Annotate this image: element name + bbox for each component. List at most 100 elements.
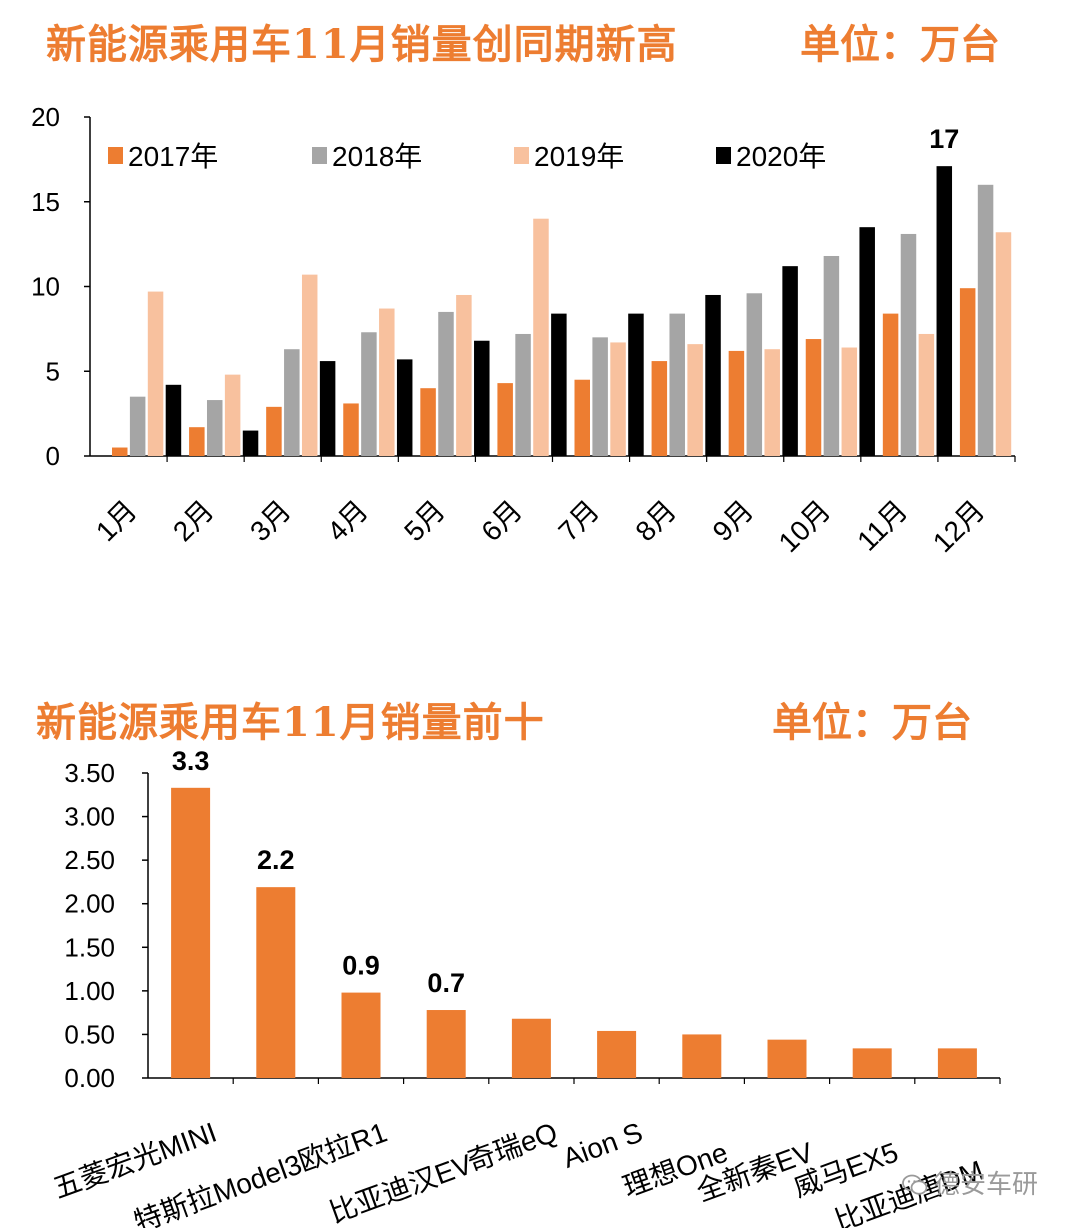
chart1-bar-2018年-5月: [438, 311, 454, 456]
chart1-bar-2019年-11月: [918, 333, 935, 456]
chart1-bar-2018年-8月: [669, 313, 685, 456]
chart1-bar-2017年-2月: [189, 427, 205, 456]
chart1-x-tick-label: 9月: [707, 494, 760, 547]
chart2-bar-欧拉R1: [341, 992, 381, 1078]
chart2-bar-比亚迪唐DM: [937, 1048, 977, 1078]
chart1-bar-2019年-2月: [224, 374, 241, 456]
chart1-bar-2020年-5月: [474, 340, 490, 456]
chart1-bar-2017年-8月: [651, 361, 668, 456]
chart2-bar-奇瑞eQ: [511, 1018, 551, 1078]
chart1-y-tick-label: 20: [31, 102, 60, 132]
chart1-y-tick-label: 5: [46, 356, 60, 386]
chart1-data-label: 17: [929, 124, 959, 154]
chart1-x-tick-label: 1月: [90, 494, 143, 547]
chart2-bar-比亚迪汉EV: [426, 1010, 466, 1078]
chart2-data-label: 3.3: [172, 746, 210, 776]
chart1-legend-swatch: [716, 147, 731, 164]
chart2-bar-特斯拉Model3: [256, 887, 296, 1078]
chart1-bar-2018年-12月: [977, 184, 994, 457]
chart1-bar-2020年-7月: [628, 313, 644, 456]
chart1-bar-2019年-6月: [533, 218, 549, 456]
watermark: 德安车研: [902, 1164, 1038, 1201]
chart2-y-tick-label: 3.00: [64, 802, 115, 832]
chart1-bar-2020年-8月: [705, 294, 721, 456]
chart1-legend-label: 2019年: [534, 141, 624, 172]
chart1-bar-2020年-10月: [859, 227, 875, 456]
chart2-bar-五菱宏光MINI: [171, 787, 211, 1078]
chart1-x-tick-label: 6月: [475, 494, 528, 547]
chart2-y-tick-label: 2.50: [64, 845, 115, 875]
chart2-plot: 0.000.501.001.502.002.503.003.50 3.3五菱宏光M…: [49, 746, 1001, 1228]
chart1-x-tick-label: 10月: [773, 494, 837, 558]
chart1-legend-label: 2018年: [332, 141, 422, 172]
chart1-bar-2020年-4月: [396, 359, 413, 456]
chart2-bar-全新秦EV: [767, 1039, 807, 1078]
chart1-bar-2017年-4月: [343, 403, 359, 456]
chart1-bar-2019年-7月: [610, 342, 626, 456]
chart2-y-tick-label: 0.00: [64, 1063, 115, 1093]
chart1-bar-2018年-9月: [746, 293, 763, 456]
chart1-bar-2018年-7月: [592, 337, 608, 456]
chart1-bar-2020年-1月: [165, 384, 182, 456]
chart2-bar-理想One: [682, 1034, 722, 1078]
chart1-plot: 0 5 10 15 20 1月 2月 3月 4月 5月 6月 7月 8月 9月 10月 11月 12月 17 201…: [31, 102, 1016, 558]
chart1-x-tick-label: 5月: [398, 494, 451, 547]
chart2-y-tick-label: 1.00: [64, 976, 115, 1006]
chart2-y-tick-label: 1.50: [64, 932, 115, 962]
chart1-bar-2017年-7月: [574, 379, 590, 456]
chart2-y-tick-label: 2.00: [64, 889, 115, 919]
chart1-x-tick-label: 11月: [851, 494, 913, 556]
chart1-x-tick-label: 12月: [927, 494, 991, 558]
chart1-bar-2019年-1月: [147, 291, 164, 456]
chart1-unit: 单位：万台: [800, 21, 1000, 68]
chart1-bar-2020年-6月: [551, 313, 567, 456]
chart1-bar-2019年-4月: [379, 308, 395, 456]
chart1-bar-2020年-11月: [936, 166, 953, 456]
chart1-bar-2020年-9月: [782, 266, 798, 456]
chart1-bar-2019年-10月: [841, 347, 858, 456]
chart1-bar-2017年-1月: [112, 447, 128, 456]
chart1-x-tick-label: 2月: [167, 494, 220, 547]
chart2-y-tick-label: 0.50: [64, 1019, 115, 1049]
chart2-data-label: 0.9: [342, 951, 380, 981]
chart1-y-tick-label: 0: [46, 441, 60, 471]
chart1-bar-2017年-5月: [420, 388, 436, 456]
chart1-bar-2017年-10月: [805, 339, 822, 456]
chart1-title: 新能源乘用车11月销量创同期新高: [46, 21, 678, 68]
chart1-bar-2017年-11月: [882, 313, 899, 456]
chart1-bar-2018年-2月: [206, 400, 223, 456]
chart1-bar-2017年-12月: [959, 288, 976, 456]
chart2-y-tick-label: 3.50: [64, 758, 115, 788]
chart1-legend-label: 2020年: [736, 141, 826, 172]
chart2-data-label: 2.2: [257, 845, 295, 875]
chart1-bar-2017年-9月: [728, 350, 745, 456]
chart1-bar-2018年-1月: [129, 396, 146, 456]
chart1-x-tick-label: 7月: [552, 494, 605, 547]
chart1-bar-2018年-10月: [823, 255, 840, 456]
chart1-x-tick-label: 8月: [629, 494, 682, 547]
chart1-bar-2020年-3月: [319, 361, 336, 456]
chart1-bar-2018年-3月: [284, 349, 300, 456]
chart2-unit: 单位：万台: [772, 699, 972, 746]
chart1-legend-label: 2017年: [128, 141, 218, 172]
chart1-bar-2018年-11月: [900, 233, 917, 456]
chart1-bar-2017年-6月: [497, 383, 513, 456]
chart1-bar-2019年-5月: [456, 294, 472, 456]
chart1-bar-2018年-4月: [361, 332, 377, 456]
chart1-y-tick-label: 15: [31, 187, 60, 217]
chart2-bar-Aion S: [597, 1030, 637, 1078]
chart1-bar-2020年-2月: [242, 430, 259, 456]
wechat-icon: [902, 1174, 928, 1195]
chart1-y-tick-label: 10: [31, 272, 60, 302]
chart2-bar-威马EX5: [852, 1048, 892, 1078]
watermark-text: 德安车研: [934, 1170, 1039, 1200]
chart1-bar-2019年-3月: [301, 274, 318, 456]
chart1-bar-2017年-3月: [266, 406, 282, 456]
chart1-legend-swatch: [514, 147, 529, 164]
chart2-x-tick-label: 欧拉R1: [294, 1117, 391, 1178]
chart1-legend-swatch: [312, 147, 327, 164]
chart2-title: 新能源乘用车11月销量前十: [36, 699, 545, 746]
chart1-bar-2019年-12月: [995, 232, 1012, 456]
chart1-legend-swatch: [108, 147, 123, 164]
